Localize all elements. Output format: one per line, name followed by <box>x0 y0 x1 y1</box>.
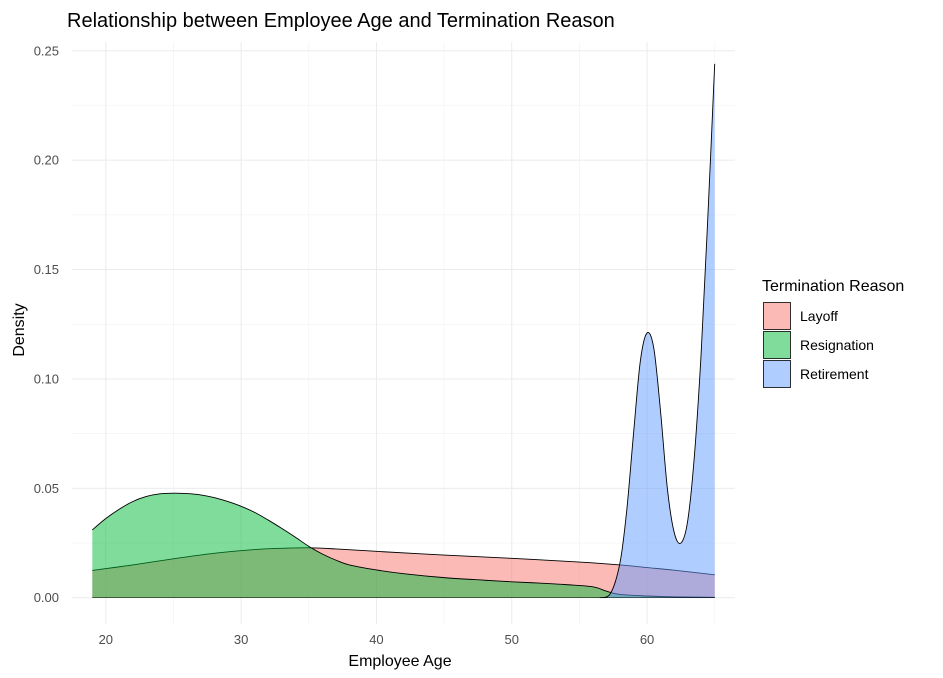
curve-resignation <box>92 492 715 598</box>
x-tick-label: 30 <box>234 632 248 647</box>
y-tick-label: 0.20 <box>34 153 59 168</box>
y-axis-title: Density <box>11 303 28 356</box>
y-tick-label: 0.25 <box>34 43 59 58</box>
legend-title: Termination Reason <box>762 278 904 295</box>
y-tick-label: 0.00 <box>34 590 59 605</box>
x-tick-label: 20 <box>99 632 113 647</box>
y-tick-label: 0.10 <box>34 371 59 386</box>
legend: Termination Reason Layoff Resignation Reti… <box>762 278 904 388</box>
area-retirement <box>599 63 715 598</box>
x-axis-ticks: 20 30 40 50 60 <box>99 632 655 647</box>
density-areas <box>92 63 716 599</box>
chart-title: Relationship between Employee Age and Te… <box>67 10 615 32</box>
legend-key-resignation <box>763 331 791 359</box>
y-tick-label: 0.15 <box>34 262 59 277</box>
x-tick-label: 60 <box>640 632 654 647</box>
legend-key-layoff <box>763 302 791 330</box>
legend-label-resignation: Resignation <box>800 337 874 353</box>
y-tick-label: 0.05 <box>34 481 59 496</box>
legend-key-retirement <box>763 360 791 388</box>
x-axis-title: Employee Age <box>348 653 451 670</box>
y-axis-ticks: 0.00 0.05 0.10 0.15 0.20 0.25 <box>34 43 59 605</box>
legend-label-layoff: Layoff <box>800 308 838 324</box>
area-resignation <box>92 493 715 598</box>
x-tick-label: 40 <box>369 632 383 647</box>
curve-retirement <box>599 63 716 599</box>
x-tick-label: 50 <box>505 632 519 647</box>
legend-label-retirement: Retirement <box>800 366 869 382</box>
